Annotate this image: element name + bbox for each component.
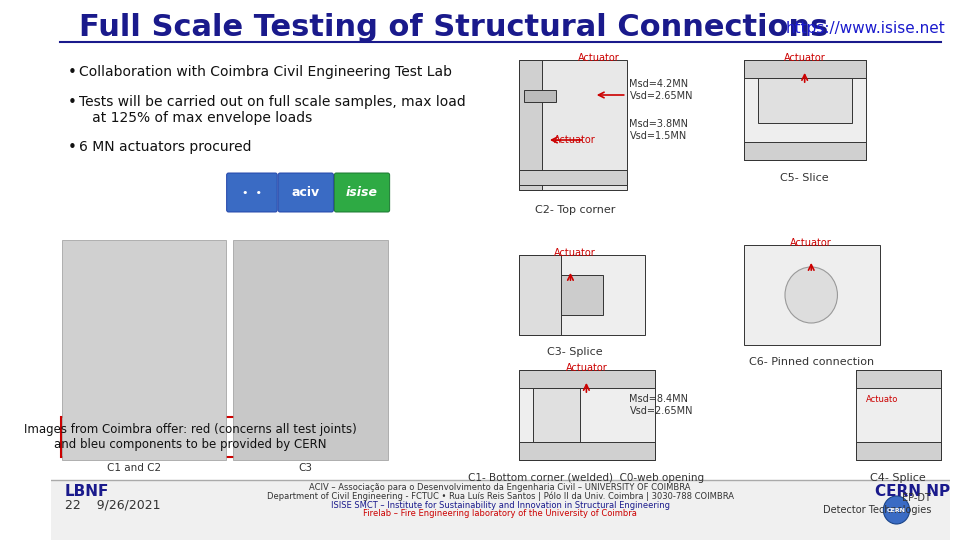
Text: Actuator: Actuator — [790, 238, 832, 248]
Text: Actuato: Actuato — [866, 395, 898, 404]
Text: https://www.isise.net: https://www.isise.net — [785, 21, 946, 36]
Text: Actuator: Actuator — [783, 53, 826, 63]
Text: C5- Slice: C5- Slice — [780, 173, 829, 183]
Bar — [744, 142, 866, 160]
Text: C6- Pinned connection: C6- Pinned connection — [749, 357, 874, 367]
Text: C3: C3 — [299, 463, 313, 473]
Bar — [744, 60, 866, 78]
Text: C1- Bottom corner (welded)  C0-web opening: C1- Bottom corner (welded) C0-web openin… — [468, 473, 705, 483]
Bar — [51, 480, 949, 540]
Text: Msd=4.2MN
Vsd=2.65MN: Msd=4.2MN Vsd=2.65MN — [630, 79, 693, 101]
Text: Full Scale Testing of Structural Connections: Full Scale Testing of Structural Connect… — [79, 14, 828, 43]
Text: Actuator: Actuator — [578, 53, 619, 63]
Bar — [519, 442, 655, 460]
Text: Firelab – Fire Engineering laboratory of the University of Coimbra: Firelab – Fire Engineering laboratory of… — [363, 510, 637, 518]
Bar — [519, 370, 655, 460]
Text: Actuator: Actuator — [554, 135, 596, 145]
Text: Actuator: Actuator — [554, 248, 596, 258]
Bar — [519, 255, 561, 335]
Bar — [533, 388, 580, 442]
Text: •: • — [67, 95, 76, 110]
Circle shape — [883, 496, 909, 524]
Text: isise: isise — [346, 186, 377, 199]
Bar — [757, 78, 852, 123]
Bar — [519, 255, 645, 335]
FancyBboxPatch shape — [278, 173, 333, 212]
Text: C4- Splice: C4- Splice — [871, 473, 926, 483]
Bar — [744, 60, 866, 160]
Bar — [519, 370, 655, 388]
Text: ISISE SMCT – Institute for Sustainability and Innovation in Structural Engineeri: ISISE SMCT – Institute for Sustainabilit… — [330, 501, 670, 510]
Text: Tests will be carried out on full scale samples, max load
   at 125% of max enve: Tests will be carried out on full scale … — [79, 95, 466, 125]
Text: Collaboration with Coimbra Civil Engineering Test Lab: Collaboration with Coimbra Civil Enginee… — [79, 65, 451, 79]
Text: •  •: • • — [242, 188, 262, 198]
Bar — [561, 275, 603, 315]
Bar — [519, 60, 627, 190]
Text: Actuator: Actuator — [565, 363, 608, 373]
Bar — [61, 240, 226, 460]
Bar — [519, 170, 627, 185]
FancyBboxPatch shape — [60, 417, 321, 457]
Text: LBNF: LBNF — [64, 483, 108, 498]
Text: •: • — [67, 140, 76, 155]
Bar — [856, 370, 941, 460]
Bar — [233, 240, 388, 460]
FancyBboxPatch shape — [334, 173, 390, 212]
Text: CERN: CERN — [887, 508, 906, 512]
FancyBboxPatch shape — [227, 173, 277, 212]
Text: ACIV – Associação para o Desenvolvimento da Engenharia Civil – UNIVERSITY OF COI: ACIV – Associação para o Desenvolvimento… — [309, 483, 691, 491]
Text: C2- Top corner: C2- Top corner — [535, 205, 615, 215]
Bar — [519, 60, 542, 190]
Text: Department of Civil Engineering - FCTUC • Rua Luís Reis Santos | Pólo II da Univ: Department of Civil Engineering - FCTUC … — [267, 491, 733, 501]
Text: Msd=8.4MN
Vsd=2.65MN: Msd=8.4MN Vsd=2.65MN — [630, 394, 693, 416]
Text: EP-DT
Detector Technologies: EP-DT Detector Technologies — [823, 493, 931, 515]
Text: Images from Coimbra offer: red (concerns all test joints)
and bleu components to: Images from Coimbra offer: red (concerns… — [24, 423, 357, 451]
Text: C3- Splice: C3- Splice — [547, 347, 603, 357]
Bar — [856, 370, 941, 388]
Text: CERN NP: CERN NP — [875, 483, 950, 498]
Text: 22    9/26/2021: 22 9/26/2021 — [64, 498, 160, 511]
Text: •: • — [67, 65, 76, 80]
Text: Msd=3.8MN
Vsd=1.5MN: Msd=3.8MN Vsd=1.5MN — [630, 119, 688, 141]
Bar — [523, 90, 557, 102]
Bar — [856, 442, 941, 460]
Text: 6 MN actuators procured: 6 MN actuators procured — [79, 140, 252, 154]
Text: C1 and C2: C1 and C2 — [107, 463, 161, 473]
Circle shape — [785, 267, 837, 323]
Text: aciv: aciv — [291, 186, 320, 199]
Bar — [744, 245, 879, 345]
